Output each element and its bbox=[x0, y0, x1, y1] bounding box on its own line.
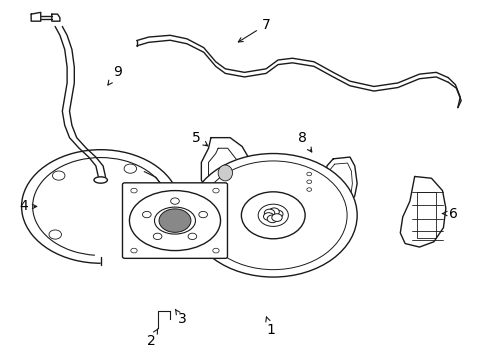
Circle shape bbox=[271, 214, 282, 221]
Text: 3: 3 bbox=[175, 310, 186, 327]
Circle shape bbox=[130, 248, 137, 253]
Circle shape bbox=[241, 192, 305, 239]
Ellipse shape bbox=[129, 190, 220, 251]
Circle shape bbox=[268, 208, 279, 216]
Text: 5: 5 bbox=[192, 131, 207, 146]
Ellipse shape bbox=[218, 165, 232, 181]
Text: 4: 4 bbox=[20, 199, 37, 213]
Circle shape bbox=[266, 215, 277, 222]
Circle shape bbox=[258, 204, 288, 226]
Circle shape bbox=[199, 211, 207, 218]
Circle shape bbox=[170, 198, 179, 204]
Text: 8: 8 bbox=[297, 131, 311, 152]
FancyBboxPatch shape bbox=[122, 183, 227, 258]
Circle shape bbox=[130, 188, 137, 193]
Circle shape bbox=[159, 209, 190, 232]
Text: 1: 1 bbox=[265, 317, 275, 337]
Ellipse shape bbox=[94, 177, 107, 183]
Text: 2: 2 bbox=[146, 328, 158, 348]
Circle shape bbox=[189, 153, 356, 277]
Text: 6: 6 bbox=[442, 207, 457, 221]
Circle shape bbox=[142, 211, 151, 218]
Circle shape bbox=[153, 233, 162, 239]
Circle shape bbox=[212, 248, 219, 253]
Circle shape bbox=[272, 210, 283, 218]
Circle shape bbox=[263, 213, 273, 220]
Circle shape bbox=[212, 188, 219, 193]
Text: 7: 7 bbox=[238, 18, 270, 42]
Circle shape bbox=[264, 209, 274, 217]
Circle shape bbox=[188, 233, 196, 239]
Text: 9: 9 bbox=[108, 66, 122, 85]
